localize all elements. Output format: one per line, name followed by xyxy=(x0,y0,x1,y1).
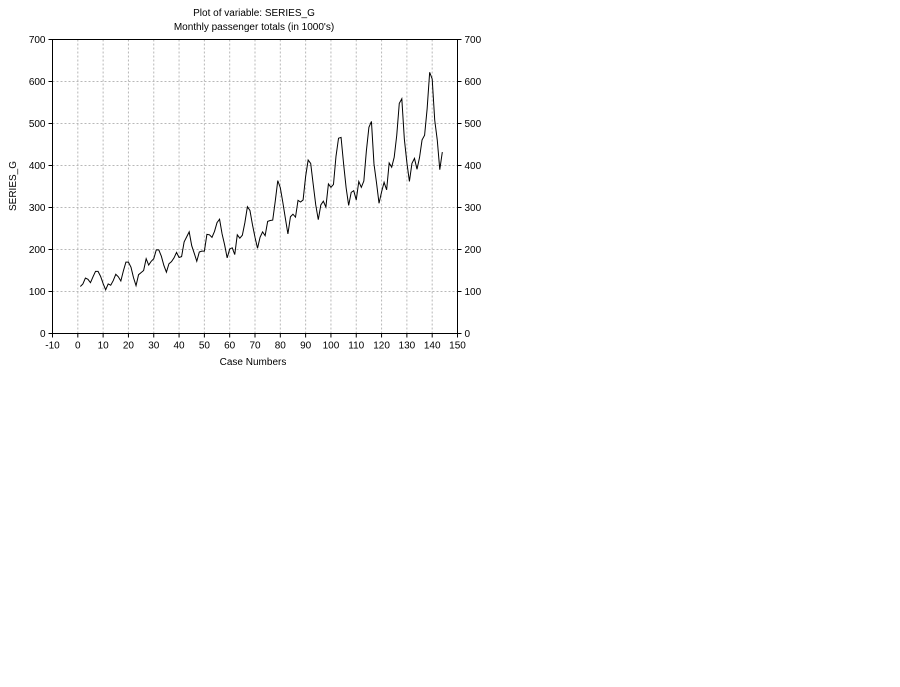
grid xyxy=(52,39,458,334)
y-tick-label-left: 400 xyxy=(29,161,46,172)
y-tick-label-left: 600 xyxy=(29,77,46,88)
series-layer xyxy=(79,72,443,292)
x-axis-label: Case Numbers xyxy=(220,357,287,368)
axis-ticks: -10 0 10 20 30 40 50 60 70 80 90 100 110 120 130 140 150… xyxy=(29,35,482,352)
y-tick-label-left: 200 xyxy=(29,245,46,256)
x-tick-label: 90 xyxy=(300,341,312,352)
y-tick-label-right: 300 xyxy=(465,203,482,214)
x-tick-label: 140 xyxy=(424,341,441,352)
chart-title: Plot of variable: SERIES_G xyxy=(193,8,315,19)
x-tick-label: 120 xyxy=(373,341,390,352)
y-tick-label-left: 700 xyxy=(29,35,46,46)
y-tick-label-right: 500 xyxy=(465,119,482,130)
x-tick-label: 60 xyxy=(224,341,236,352)
x-tick-label: 110 xyxy=(348,341,364,352)
x-tick-label: 50 xyxy=(199,341,211,352)
y-tick-label-right: 400 xyxy=(465,161,482,172)
x-tick-label: 40 xyxy=(174,341,186,352)
x-tick-label: 70 xyxy=(249,341,261,352)
x-tick-label: 150 xyxy=(449,341,466,352)
y-tick-label-right: 200 xyxy=(465,245,482,256)
y-tick-label-left: 0 xyxy=(40,329,46,340)
y-tick-label-left: 300 xyxy=(29,203,46,214)
y-tick-label-right: 0 xyxy=(465,329,471,340)
series-line xyxy=(79,72,443,292)
y-tick-label-right: 700 xyxy=(465,35,482,46)
x-tick-label: 10 xyxy=(98,341,110,352)
x-tick-label: 80 xyxy=(275,341,287,352)
x-tick-label: 100 xyxy=(323,341,340,352)
x-tick-label: 130 xyxy=(399,341,416,352)
x-tick-label: 0 xyxy=(75,341,81,352)
x-tick-label: 20 xyxy=(123,341,135,352)
y-tick-label-left: 100 xyxy=(29,287,46,298)
plot-area-frame xyxy=(52,39,458,334)
y-tick-label-right: 600 xyxy=(465,77,482,88)
y-axis-label: SERIES_G xyxy=(8,161,19,211)
chart-subtitle: Monthly passenger totals (in 1000's) xyxy=(174,22,334,33)
y-tick-label-right: 100 xyxy=(465,287,482,298)
y-tick-label-left: 500 xyxy=(29,119,46,130)
x-tick-label: -10 xyxy=(45,341,60,352)
x-tick-label: 30 xyxy=(148,341,160,352)
